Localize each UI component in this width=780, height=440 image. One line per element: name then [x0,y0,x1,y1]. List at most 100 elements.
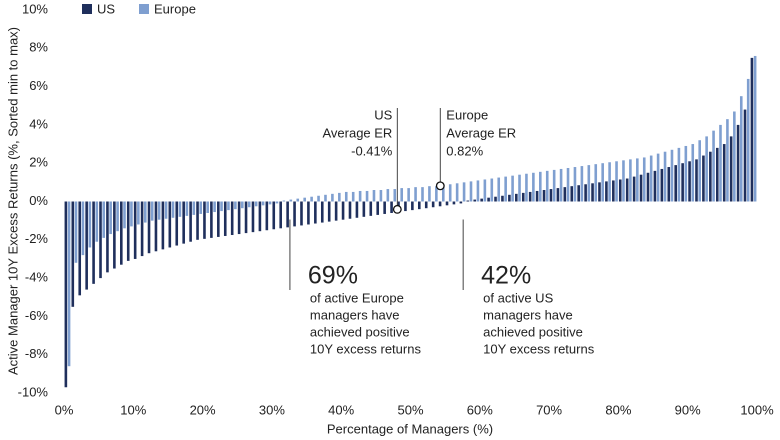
bar [702,155,705,202]
bar [452,201,456,205]
bar [566,167,570,202]
bar [81,201,85,256]
bar [109,201,112,235]
annotation-value: 0.82% [446,143,483,158]
bar [587,165,591,202]
bar [462,182,466,202]
bar [88,201,92,248]
x-tick-label: 70% [536,402,562,417]
y-tick-label: 4% [29,116,48,131]
bar [168,201,172,248]
bar [663,151,667,202]
bar [494,196,497,202]
bar [95,201,99,242]
bar [220,201,223,212]
bar [206,201,209,213]
bar [539,171,542,202]
bar [161,201,165,250]
bar [667,167,671,202]
y-tick-label: 2% [29,155,48,170]
bar [709,151,712,202]
bar [348,201,352,219]
bar [584,184,587,202]
bar [137,201,140,225]
bar [417,201,421,210]
bar [379,190,383,202]
bar [189,201,192,242]
annotation-text: Average ER [446,125,516,140]
average-marker [435,181,445,191]
bar [739,96,743,202]
bar [705,136,708,202]
bar [376,201,380,215]
bar [67,201,71,367]
bar [341,201,345,220]
bar [431,201,435,208]
bar [307,201,310,225]
bar [719,124,722,202]
bar [314,201,317,224]
bar [497,177,501,202]
bar [688,161,691,202]
bar [258,201,262,232]
bar [106,201,109,273]
bar [126,201,130,261]
bar [729,136,733,202]
bar [192,201,196,215]
bar [521,192,525,202]
bar [303,197,306,202]
bar [466,200,470,202]
bar [217,201,220,237]
legend-label: US [97,1,115,16]
y-tick-label: 10% [22,1,48,16]
bar [511,175,514,202]
bar [615,161,618,202]
legend-label: Europe [154,1,196,16]
bar [428,186,431,202]
bar [480,198,483,202]
bar [563,187,567,202]
callout-number: 69% [308,262,358,290]
bar [199,201,203,214]
x-tick-label: 90% [675,402,701,417]
bar [753,55,757,202]
annotation-value: -0.41% [351,143,393,158]
bar [407,188,410,202]
x-tick-label: 30% [259,402,285,417]
bar [698,140,701,202]
bar [324,194,327,202]
bar [390,201,393,213]
bar [525,173,528,202]
bar [254,201,258,207]
bar [196,201,199,240]
bar [310,196,313,202]
bar [508,194,511,202]
bar [171,201,175,218]
bar [154,201,158,252]
bar [365,190,369,202]
bar [279,201,282,229]
bar [244,201,248,234]
bar [625,178,629,202]
bar [358,190,362,202]
bar [598,182,601,202]
x-tick-label: 50% [397,402,423,417]
bar [518,174,521,202]
bar [629,159,632,202]
y-tick-label: 8% [29,40,48,55]
bar [331,193,334,202]
callout-text: achieved positive [483,324,583,339]
bar [528,191,532,202]
bar [355,201,359,218]
bar [234,201,237,210]
bar [722,144,726,202]
bar [542,190,546,202]
x-tick-label: 100% [740,402,774,417]
bar [140,201,144,257]
bar [448,184,452,202]
bar [646,172,650,202]
bar [404,201,407,212]
bar [116,201,119,232]
bar [577,185,580,202]
bar [64,201,68,388]
